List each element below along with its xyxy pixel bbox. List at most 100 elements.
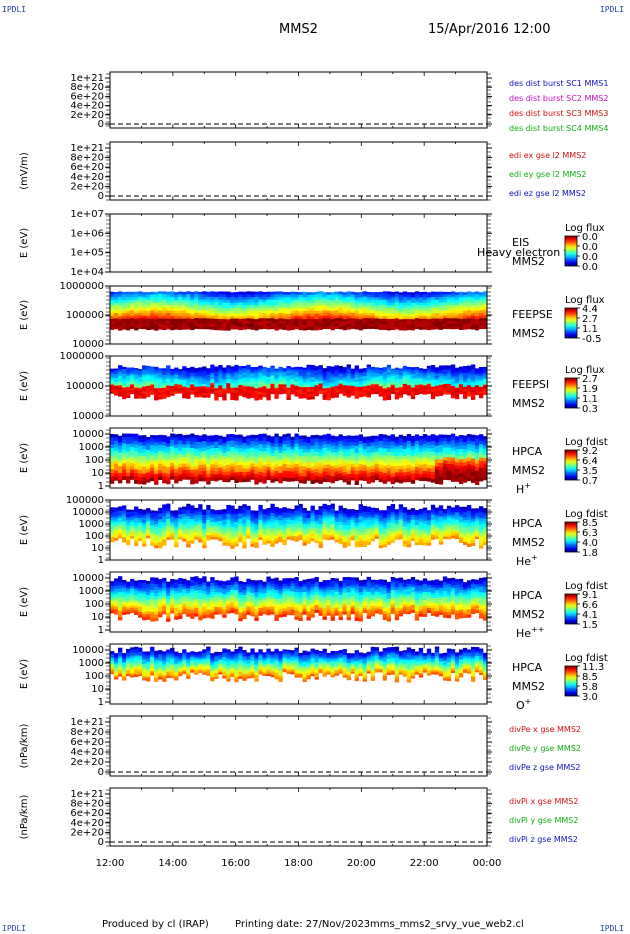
spectrogram-cell	[130, 391, 135, 395]
spectrogram-cell	[242, 324, 247, 328]
spectrogram-cell	[298, 319, 303, 323]
spectrogram-cell	[334, 369, 339, 373]
spectrogram-cell	[262, 320, 267, 324]
spectrogram-cell	[266, 372, 271, 376]
spectrogram-cell	[314, 391, 319, 395]
spectrogram-cell	[286, 460, 291, 465]
spectrogram-cell	[138, 310, 143, 314]
spectrogram-cell	[118, 378, 123, 382]
spectrogram-cell	[470, 397, 476, 400]
spectrogram-cell	[450, 302, 456, 306]
spectrogram-cell	[298, 292, 303, 296]
spectrogram-cell	[378, 373, 384, 377]
spectrogram-cell	[350, 294, 355, 298]
spectrogram-cell	[218, 371, 223, 375]
spectrogram-cell	[198, 445, 203, 449]
spectrogram-cell	[422, 460, 428, 465]
spectrogram-cell	[450, 461, 456, 465]
spectrogram-cell	[242, 370, 247, 373]
spectrogram-cell	[282, 440, 287, 445]
spectrogram-cell	[302, 308, 307, 312]
spectrogram-cell	[130, 536, 135, 539]
spectrogram-cell	[482, 442, 488, 446]
spectrogram-cell	[318, 449, 323, 453]
spectrogram-cell	[342, 381, 347, 384]
spectrogram-cell	[242, 532, 247, 536]
spectrogram-cell	[186, 326, 191, 330]
spectrogram-cell	[338, 385, 343, 388]
spectrogram-cell	[182, 366, 187, 369]
spectrogram-cell	[118, 439, 123, 443]
spectrogram-cell	[282, 477, 287, 482]
spectrogram-cell	[258, 315, 263, 319]
spectrogram-cell	[234, 302, 239, 306]
spectrogram-cell	[470, 441, 476, 446]
spectrogram-cell	[194, 318, 199, 321]
spectrogram-cell	[182, 373, 187, 376]
spectrogram-cell	[226, 525, 231, 529]
spectrogram-cell	[334, 367, 339, 371]
spectrogram-cell	[462, 372, 468, 376]
spectrogram-cell	[194, 507, 199, 511]
spectrogram-cell	[338, 470, 343, 474]
spectrogram-cell	[294, 387, 299, 391]
spectrogram-cell	[246, 395, 251, 399]
spectrogram-cell	[178, 521, 183, 524]
spectrogram-cell	[294, 291, 299, 295]
spectrogram-cell	[146, 374, 151, 378]
spectrogram-cell	[386, 461, 392, 466]
spectrogram-cell	[358, 450, 363, 455]
spectrogram-cell	[174, 387, 179, 391]
spectrogram-cell	[334, 390, 339, 394]
spectrogram-cell	[162, 521, 167, 526]
corner-label-bottom-left: IPDLI	[2, 924, 27, 933]
spectrogram-cell	[150, 435, 155, 439]
spectrogram-cell	[434, 323, 440, 327]
spectrogram-cell	[262, 465, 267, 470]
spectrogram-cell	[126, 512, 131, 515]
spectrogram-cell	[290, 443, 295, 447]
spectrogram-cell	[178, 386, 183, 389]
spectrogram-cell	[210, 310, 215, 314]
spectrogram-cell	[298, 302, 303, 306]
spectrogram-cell	[442, 326, 448, 329]
spectrogram-cell	[170, 446, 175, 451]
spectrogram-cell	[458, 316, 464, 320]
spectrogram-cell	[238, 308, 243, 312]
spectrogram-cell	[310, 435, 315, 439]
spectrogram-cell	[214, 448, 219, 452]
spectrogram-cell	[122, 510, 127, 514]
spectrogram-cell	[278, 479, 283, 484]
spectrogram-cell	[482, 378, 488, 382]
spectrogram-cell	[138, 375, 143, 378]
spectrogram-cell	[238, 297, 243, 301]
spectrogram-cell	[146, 376, 151, 380]
spectrogram-cell	[162, 513, 167, 517]
spectrogram-cell	[210, 304, 215, 308]
spectrogram-cell	[134, 305, 139, 309]
spectrogram-cell	[134, 472, 139, 477]
spectrogram-cell	[230, 545, 235, 549]
spectrogram-cell	[150, 310, 155, 314]
spectrogram-cell	[170, 291, 175, 295]
spectrogram-cell	[202, 323, 207, 327]
spectrogram-cell	[302, 371, 307, 375]
spectrogram-cell	[242, 443, 247, 447]
spectrogram-cell	[278, 294, 283, 298]
spectrogram-cell	[190, 462, 195, 467]
spectrogram-cell	[382, 390, 388, 394]
spectrogram-cell	[386, 296, 392, 300]
spectrogram-cell	[218, 529, 223, 533]
spectrogram-cell	[450, 320, 456, 324]
spectrogram-cell	[142, 477, 147, 481]
spectrogram-cell	[170, 440, 175, 444]
spectrogram-cell	[354, 297, 359, 301]
spectrogram-cell	[210, 323, 215, 327]
spectrogram-cell	[462, 393, 468, 397]
spectrogram-cell	[214, 457, 219, 462]
spectrogram-cell	[214, 451, 219, 455]
spectrogram-cell	[190, 324, 195, 328]
spectrogram-cell	[190, 368, 195, 372]
spectrogram-cell	[306, 382, 311, 385]
spectrogram-cell	[202, 517, 207, 521]
